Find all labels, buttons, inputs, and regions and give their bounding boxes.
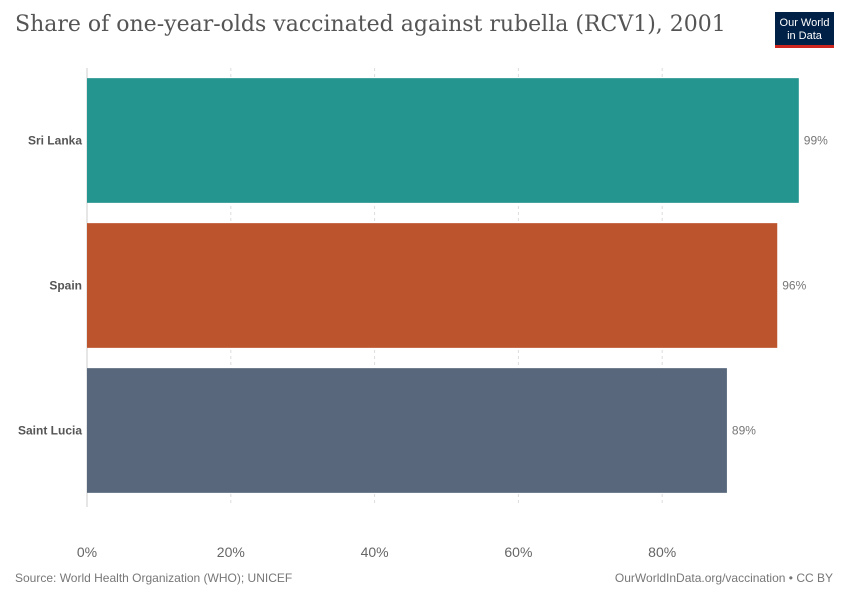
x-tick-label: 20%: [217, 544, 245, 560]
category-label: Spain: [49, 279, 82, 293]
x-tick-label: 0%: [77, 544, 97, 560]
category-label: Sri Lanka: [28, 134, 82, 148]
value-label: 99%: [804, 134, 828, 148]
logo-accent-bar: [775, 45, 834, 48]
x-tick-label: 80%: [648, 544, 676, 560]
bar[interactable]: [87, 368, 727, 493]
x-tick-label: 40%: [361, 544, 389, 560]
logo-line-1: Our World: [779, 17, 830, 29]
chart-title: Share of one-year-olds vaccinated agains…: [15, 12, 726, 37]
source-note: Source: World Health Organization (WHO);…: [15, 571, 293, 585]
logo-line-2: in Data: [787, 30, 822, 42]
bars: [87, 78, 799, 493]
owid-logo[interactable]: Our World in Data: [775, 12, 834, 48]
category-label: Saint Lucia: [18, 424, 82, 438]
bar[interactable]: [87, 78, 799, 203]
x-tick-label: 60%: [504, 544, 532, 560]
credit-link[interactable]: OurWorldInData.org/vaccination • CC BY: [614, 571, 833, 585]
bar[interactable]: [87, 223, 778, 348]
value-label: 89%: [732, 424, 756, 438]
labels: 0% 20% 40% 60% 80% Sri Lanka 99% Spain 96% Saint …: [18, 134, 828, 561]
value-label: 96%: [782, 279, 806, 293]
